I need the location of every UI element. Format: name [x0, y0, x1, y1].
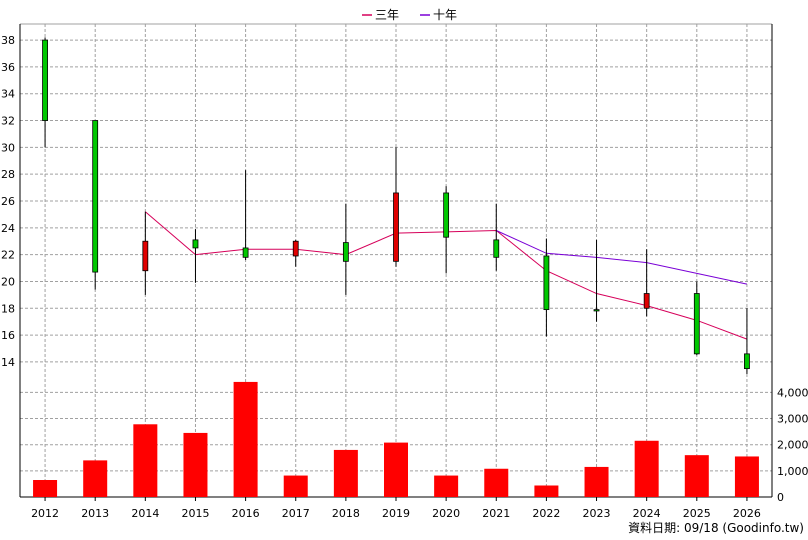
volume-bar: [133, 424, 158, 497]
x-tick-label: 2023: [583, 507, 611, 520]
volume-tick-label: 3,000: [777, 413, 808, 426]
price-tick-label: 32: [1, 115, 15, 128]
volume-bar: [484, 468, 509, 497]
price-tick-label: 36: [1, 61, 15, 74]
x-tick-label: 2012: [31, 507, 59, 520]
x-tick-label: 2013: [81, 507, 109, 520]
x-tick-label: 2014: [131, 507, 159, 520]
candlesticks: [42, 37, 750, 374]
candle-body: [543, 255, 550, 311]
x-tick-label: 2022: [532, 507, 560, 520]
candle-body: [242, 247, 249, 258]
volume-bar: [33, 480, 58, 497]
volume-bar: [534, 485, 559, 497]
x-tick-label: 2019: [382, 507, 410, 520]
candle-body: [342, 242, 349, 262]
footer-source-label: 資料日期: 09/18 (Goodinfo.tw): [628, 521, 804, 535]
volume-bar: [333, 449, 358, 497]
price-tick-label: 26: [1, 195, 15, 208]
price-tick-label: 34: [1, 88, 15, 101]
price-tick-label: 14: [1, 356, 15, 369]
volume-tick-label: 2,000: [777, 439, 808, 452]
candle-body: [142, 240, 149, 272]
x-tick-label: 2017: [282, 507, 310, 520]
volume-bar: [233, 381, 258, 497]
x-tick-label: 2026: [733, 507, 761, 520]
volume-bar: [283, 475, 308, 497]
candle-body: [643, 293, 650, 309]
volume-bar: [83, 460, 108, 497]
legend: 三年 十年: [362, 8, 457, 22]
price-tick-label: 20: [1, 275, 15, 288]
volume-bar: [684, 455, 709, 497]
x-tick-label: 2021: [482, 507, 510, 520]
candle-body: [92, 120, 99, 273]
x-tick-label: 2015: [181, 507, 209, 520]
x-tick-label: 2025: [683, 507, 711, 520]
candle-body: [192, 239, 199, 249]
volume-tick-label: 0: [777, 491, 784, 504]
price-tick-label: 16: [1, 329, 15, 342]
volume-tick-label: 4,000: [777, 386, 808, 399]
price-tick-label: 18: [1, 302, 15, 315]
x-tick-label: 2020: [432, 507, 460, 520]
volume-bar: [434, 475, 459, 497]
legend-label: 十年: [433, 8, 457, 22]
volume-bars: [33, 381, 759, 497]
price-tick-label: 28: [1, 168, 15, 181]
ma-line: [496, 230, 748, 285]
x-tick-label: 2016: [232, 507, 260, 520]
candle-body: [593, 309, 600, 312]
price-tick-label: 30: [1, 141, 15, 154]
candle-body: [292, 240, 299, 257]
price-tick-label: 24: [1, 222, 15, 235]
volume-bar: [384, 442, 408, 497]
legend-label: 三年: [375, 8, 399, 22]
price-tick-label: 38: [1, 34, 15, 47]
volume-bar: [584, 466, 609, 497]
volume-tick-label: 1,000: [777, 465, 808, 478]
candle-body: [393, 192, 399, 262]
volume-bar: [734, 456, 759, 497]
candle-body: [493, 239, 500, 258]
x-tick-label: 2018: [332, 507, 360, 520]
candle-body: [744, 353, 750, 370]
candle-body: [443, 192, 450, 238]
candle-body: [693, 293, 700, 355]
price-tick-label: 22: [1, 249, 15, 262]
x-tick-label: 2024: [633, 507, 661, 520]
volume-bar: [634, 440, 659, 497]
candle-body: [42, 39, 48, 121]
volume-bar: [183, 432, 208, 497]
